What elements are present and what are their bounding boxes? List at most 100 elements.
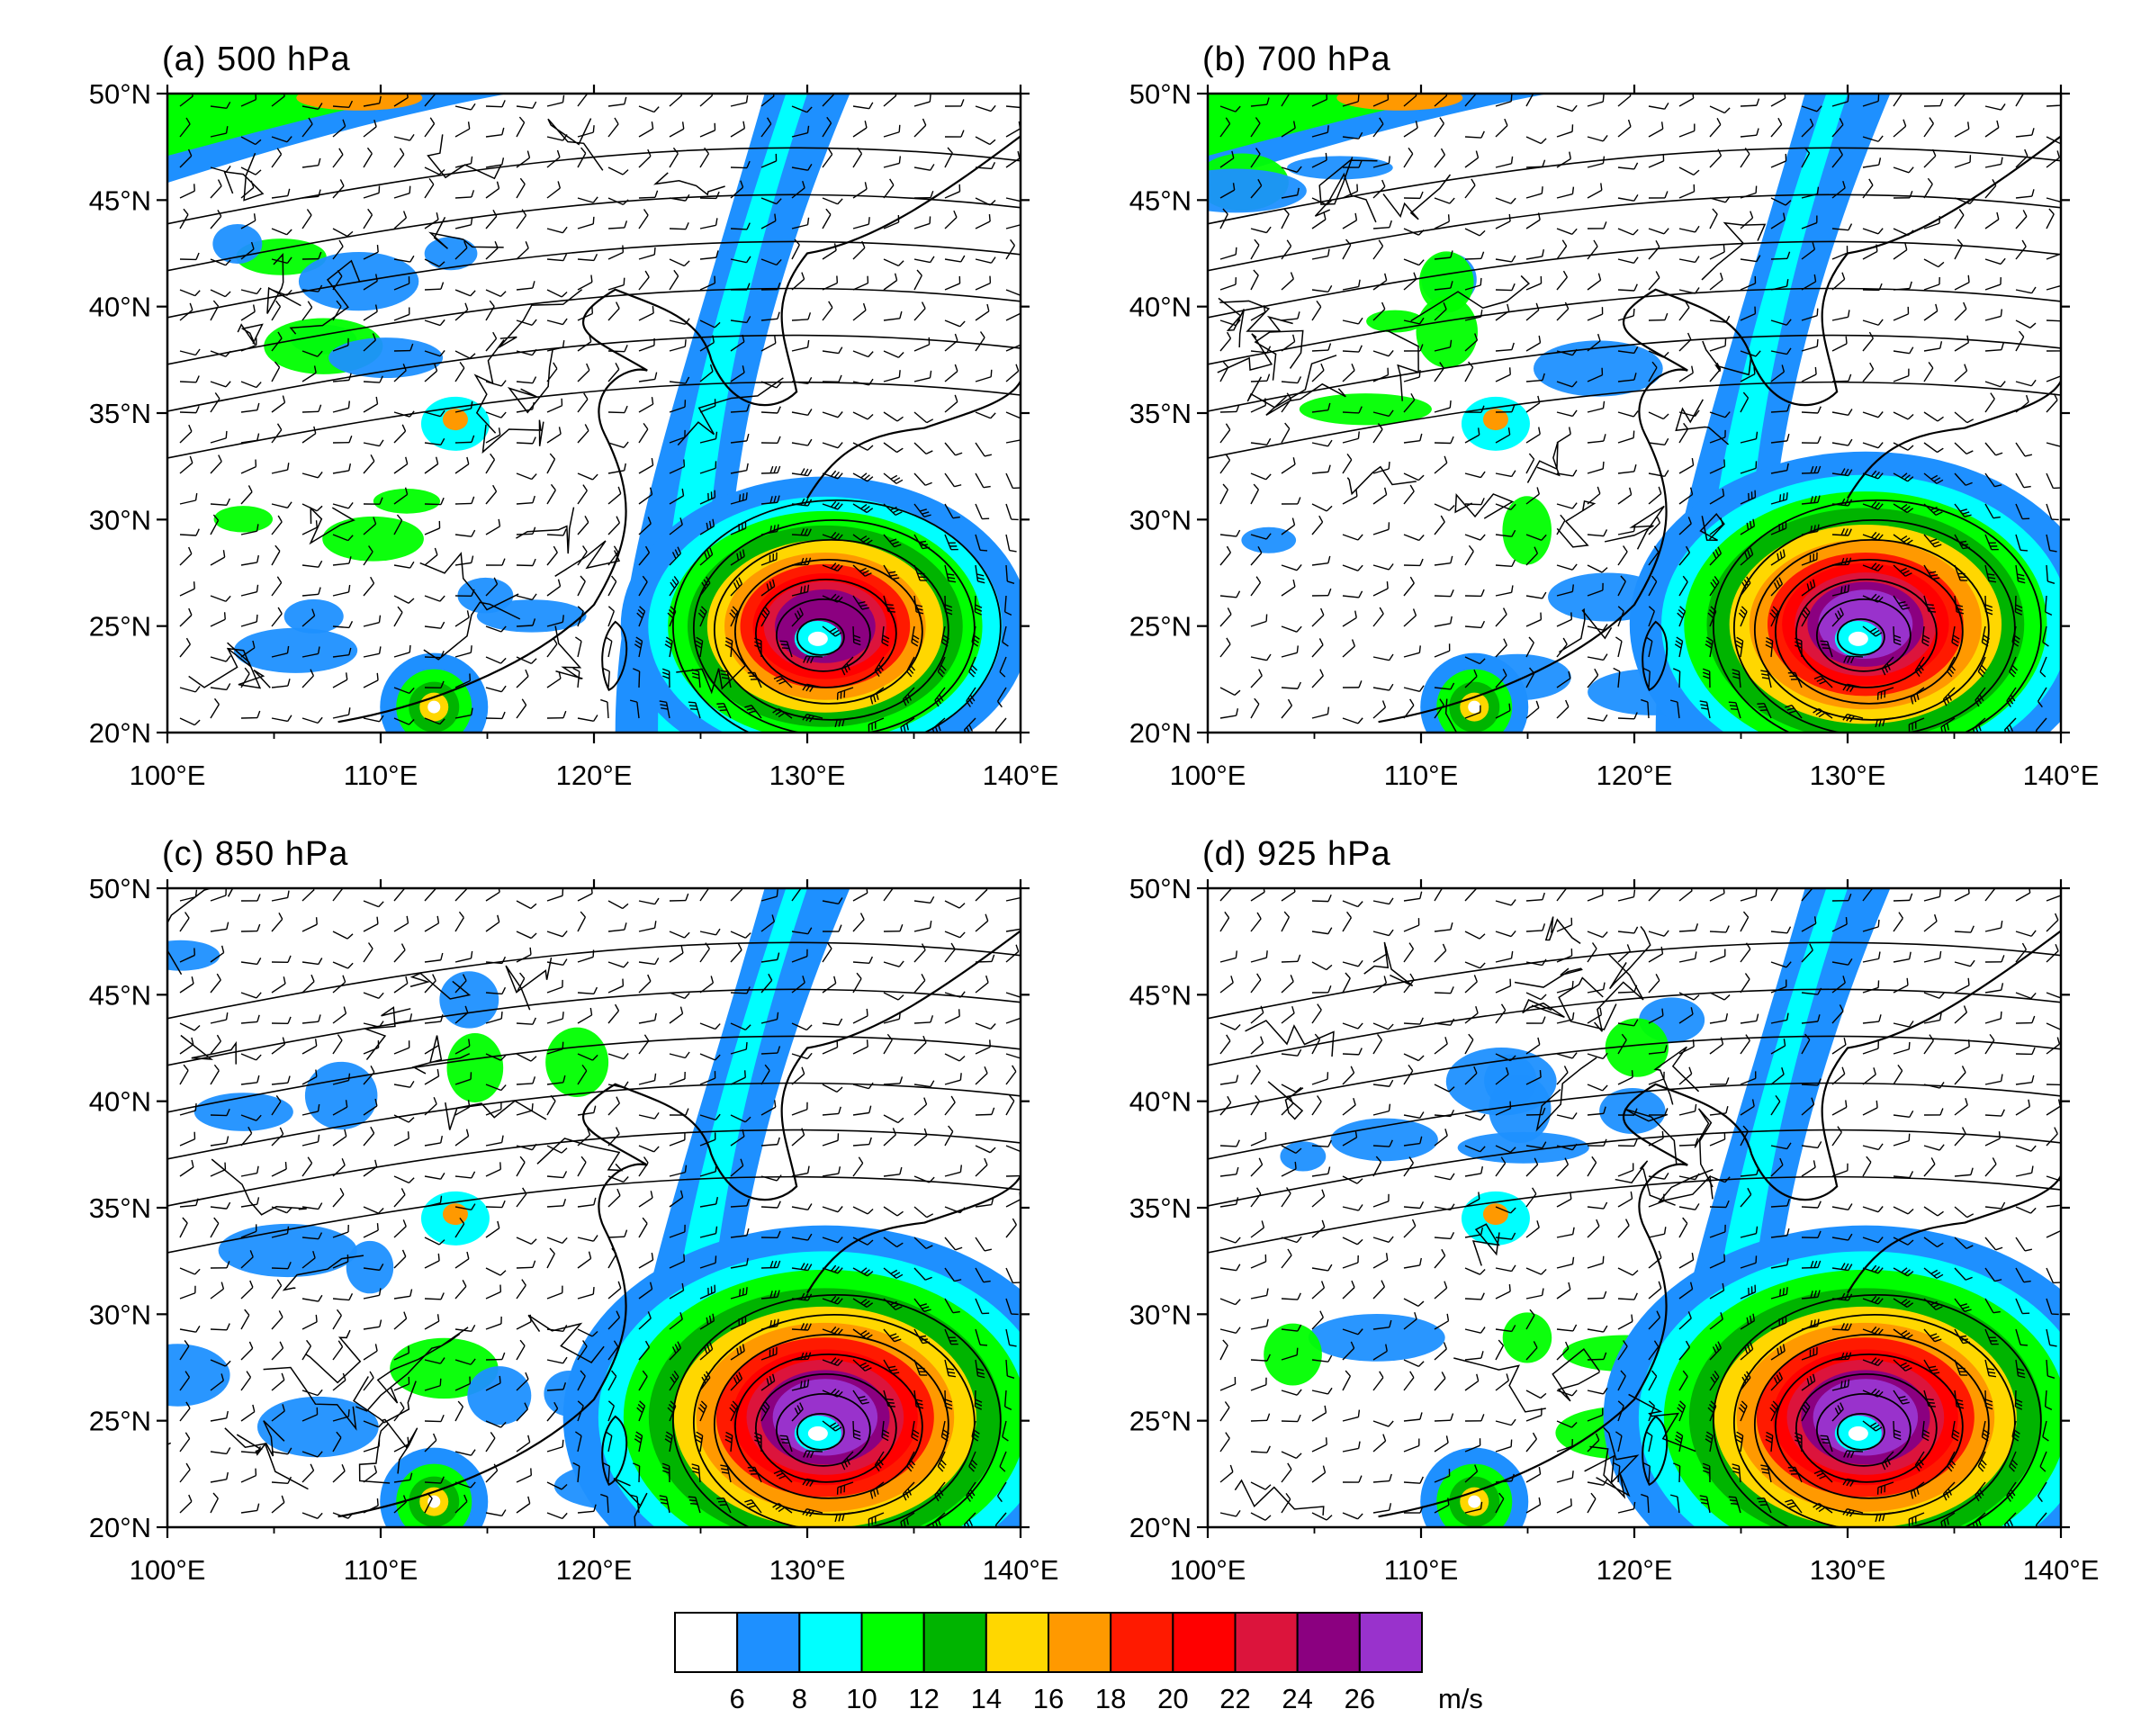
jet-band-b: [1208, 94, 2061, 184]
wind-barb: [1738, 671, 1741, 688]
wind-barb: [1372, 1022, 1389, 1030]
typhoon-contour-b: [1795, 578, 1938, 688]
wind-barb-flag: [1801, 612, 1807, 619]
wind-barb: [697, 1466, 701, 1483]
wind-barb: [607, 1496, 609, 1514]
wind-barb: [1587, 625, 1604, 631]
wind-barb: [210, 1168, 226, 1177]
wind-barb: [669, 1171, 686, 1177]
wind-barb-flag: [1877, 596, 1884, 603]
wind-barb-flag: [1480, 620, 1486, 628]
wind-barb: [760, 220, 777, 229]
wind-barb: [822, 472, 839, 480]
wind-barb-flag: [1842, 683, 1848, 691]
wind-barb-flag: [886, 607, 895, 609]
wind-barb-flag: [1817, 406, 1822, 414]
wind-barb: [332, 185, 345, 199]
wind-barb: [516, 564, 534, 567]
wind-barb-flag: [688, 1496, 696, 1498]
wind-barb-flag: [562, 254, 568, 261]
wind-barb: [883, 595, 889, 612]
wind-barb-flag: [1562, 637, 1568, 645]
wind-barb-flag: [794, 238, 800, 246]
wind-barb-flag: [1932, 508, 1940, 514]
wind-barb: [1678, 228, 1696, 233]
wind-barb: [485, 1470, 499, 1483]
wind-barb: [1495, 472, 1512, 478]
wind-barb-flag: [925, 450, 933, 454]
wind-barb-flag: [801, 1066, 805, 1075]
wind-barb-flag: [960, 130, 965, 138]
wind-barb: [332, 888, 344, 902]
wind-barb-flag: [1350, 1066, 1355, 1074]
wind-barb-flag: [909, 664, 916, 671]
wind-barb-flag: [429, 117, 436, 124]
wind-barb-flag: [1222, 361, 1229, 368]
wind-barb-flag: [685, 222, 689, 229]
wind-barb-flag: [1536, 1220, 1540, 1228]
wind-barb: [1005, 472, 1013, 489]
wind-barb-flag: [1291, 1005, 1295, 1014]
province-border-d: [1589, 1445, 1631, 1499]
wind-barb-flag: [1385, 946, 1389, 954]
wind-barb-flag: [1255, 117, 1261, 124]
wind-barb-flag: [1695, 256, 1700, 263]
wind-barb-flag: [1907, 476, 1914, 482]
wind-barb: [1795, 672, 1803, 688]
wind-barb-flag: [1381, 1280, 1386, 1288]
wind-barb: [424, 1201, 441, 1208]
wind-barb: [1464, 711, 1481, 719]
wind-barb-flag: [1653, 545, 1660, 553]
wind-barb-flag: [2009, 724, 2014, 732]
wind-barb-flag: [1710, 581, 1716, 589]
wind-barb-flag: [1927, 607, 1935, 609]
wind-barb: [1495, 373, 1511, 382]
wind-barb: [1250, 472, 1266, 481]
wind-barb-flag: [1935, 511, 1943, 516]
wind-barb-flag: [886, 603, 894, 607]
wind-barb: [301, 105, 319, 110]
wind-barb: [393, 1318, 408, 1330]
wind-barb: [546, 187, 561, 199]
wind-barb: [210, 1222, 220, 1238]
wind-barb-flag: [276, 148, 283, 155]
wind-barb-flag: [1741, 606, 1748, 612]
wind-barb: [240, 1509, 257, 1514]
inland-core-d: [1482, 1203, 1508, 1226]
wind-barb-flag: [1572, 469, 1578, 477]
wind-barb-flag: [1760, 670, 1768, 673]
wind-barb-flag: [252, 640, 256, 648]
wind-barb: [1911, 687, 1925, 698]
wind-barb: [1831, 252, 1848, 260]
wind-barb-flag: [696, 636, 703, 642]
wind-barb: [1342, 495, 1358, 505]
wind-barb-flag: [1502, 669, 1507, 676]
province-border-a: [266, 253, 301, 314]
wind-barb-flag: [1875, 632, 1883, 637]
wind-barb: [934, 687, 946, 701]
wind-barb-flag: [989, 1147, 996, 1154]
wind-barb: [210, 1359, 226, 1367]
wind-barb: [791, 931, 808, 935]
wind-barb: [730, 1293, 747, 1300]
wind-barb-flag: [1507, 427, 1511, 436]
wind-barb: [944, 1171, 961, 1177]
wind-barb-flag: [213, 1217, 220, 1224]
wind-barb: [913, 1175, 930, 1183]
wind-barb-flag: [275, 300, 282, 308]
wind-barb: [240, 1053, 256, 1061]
wind-barb-flag: [1356, 1178, 1363, 1184]
wind-barb-flag: [1419, 1257, 1422, 1266]
wind-barb-flag: [1985, 611, 1993, 616]
wind-barb: [516, 931, 532, 940]
wind-barb: [454, 1012, 469, 1024]
wind-barb: [1219, 105, 1237, 112]
wind-barb: [760, 1354, 778, 1361]
wind-barb-flag: [1952, 638, 1959, 643]
wind-barb-flag: [1844, 499, 1849, 506]
wind-barb: [516, 1053, 532, 1062]
wind-barb: [516, 533, 534, 535]
wind-barb: [1434, 1206, 1451, 1211]
wind-barb-flag: [841, 719, 845, 727]
wind-barb-flag: [226, 683, 231, 690]
